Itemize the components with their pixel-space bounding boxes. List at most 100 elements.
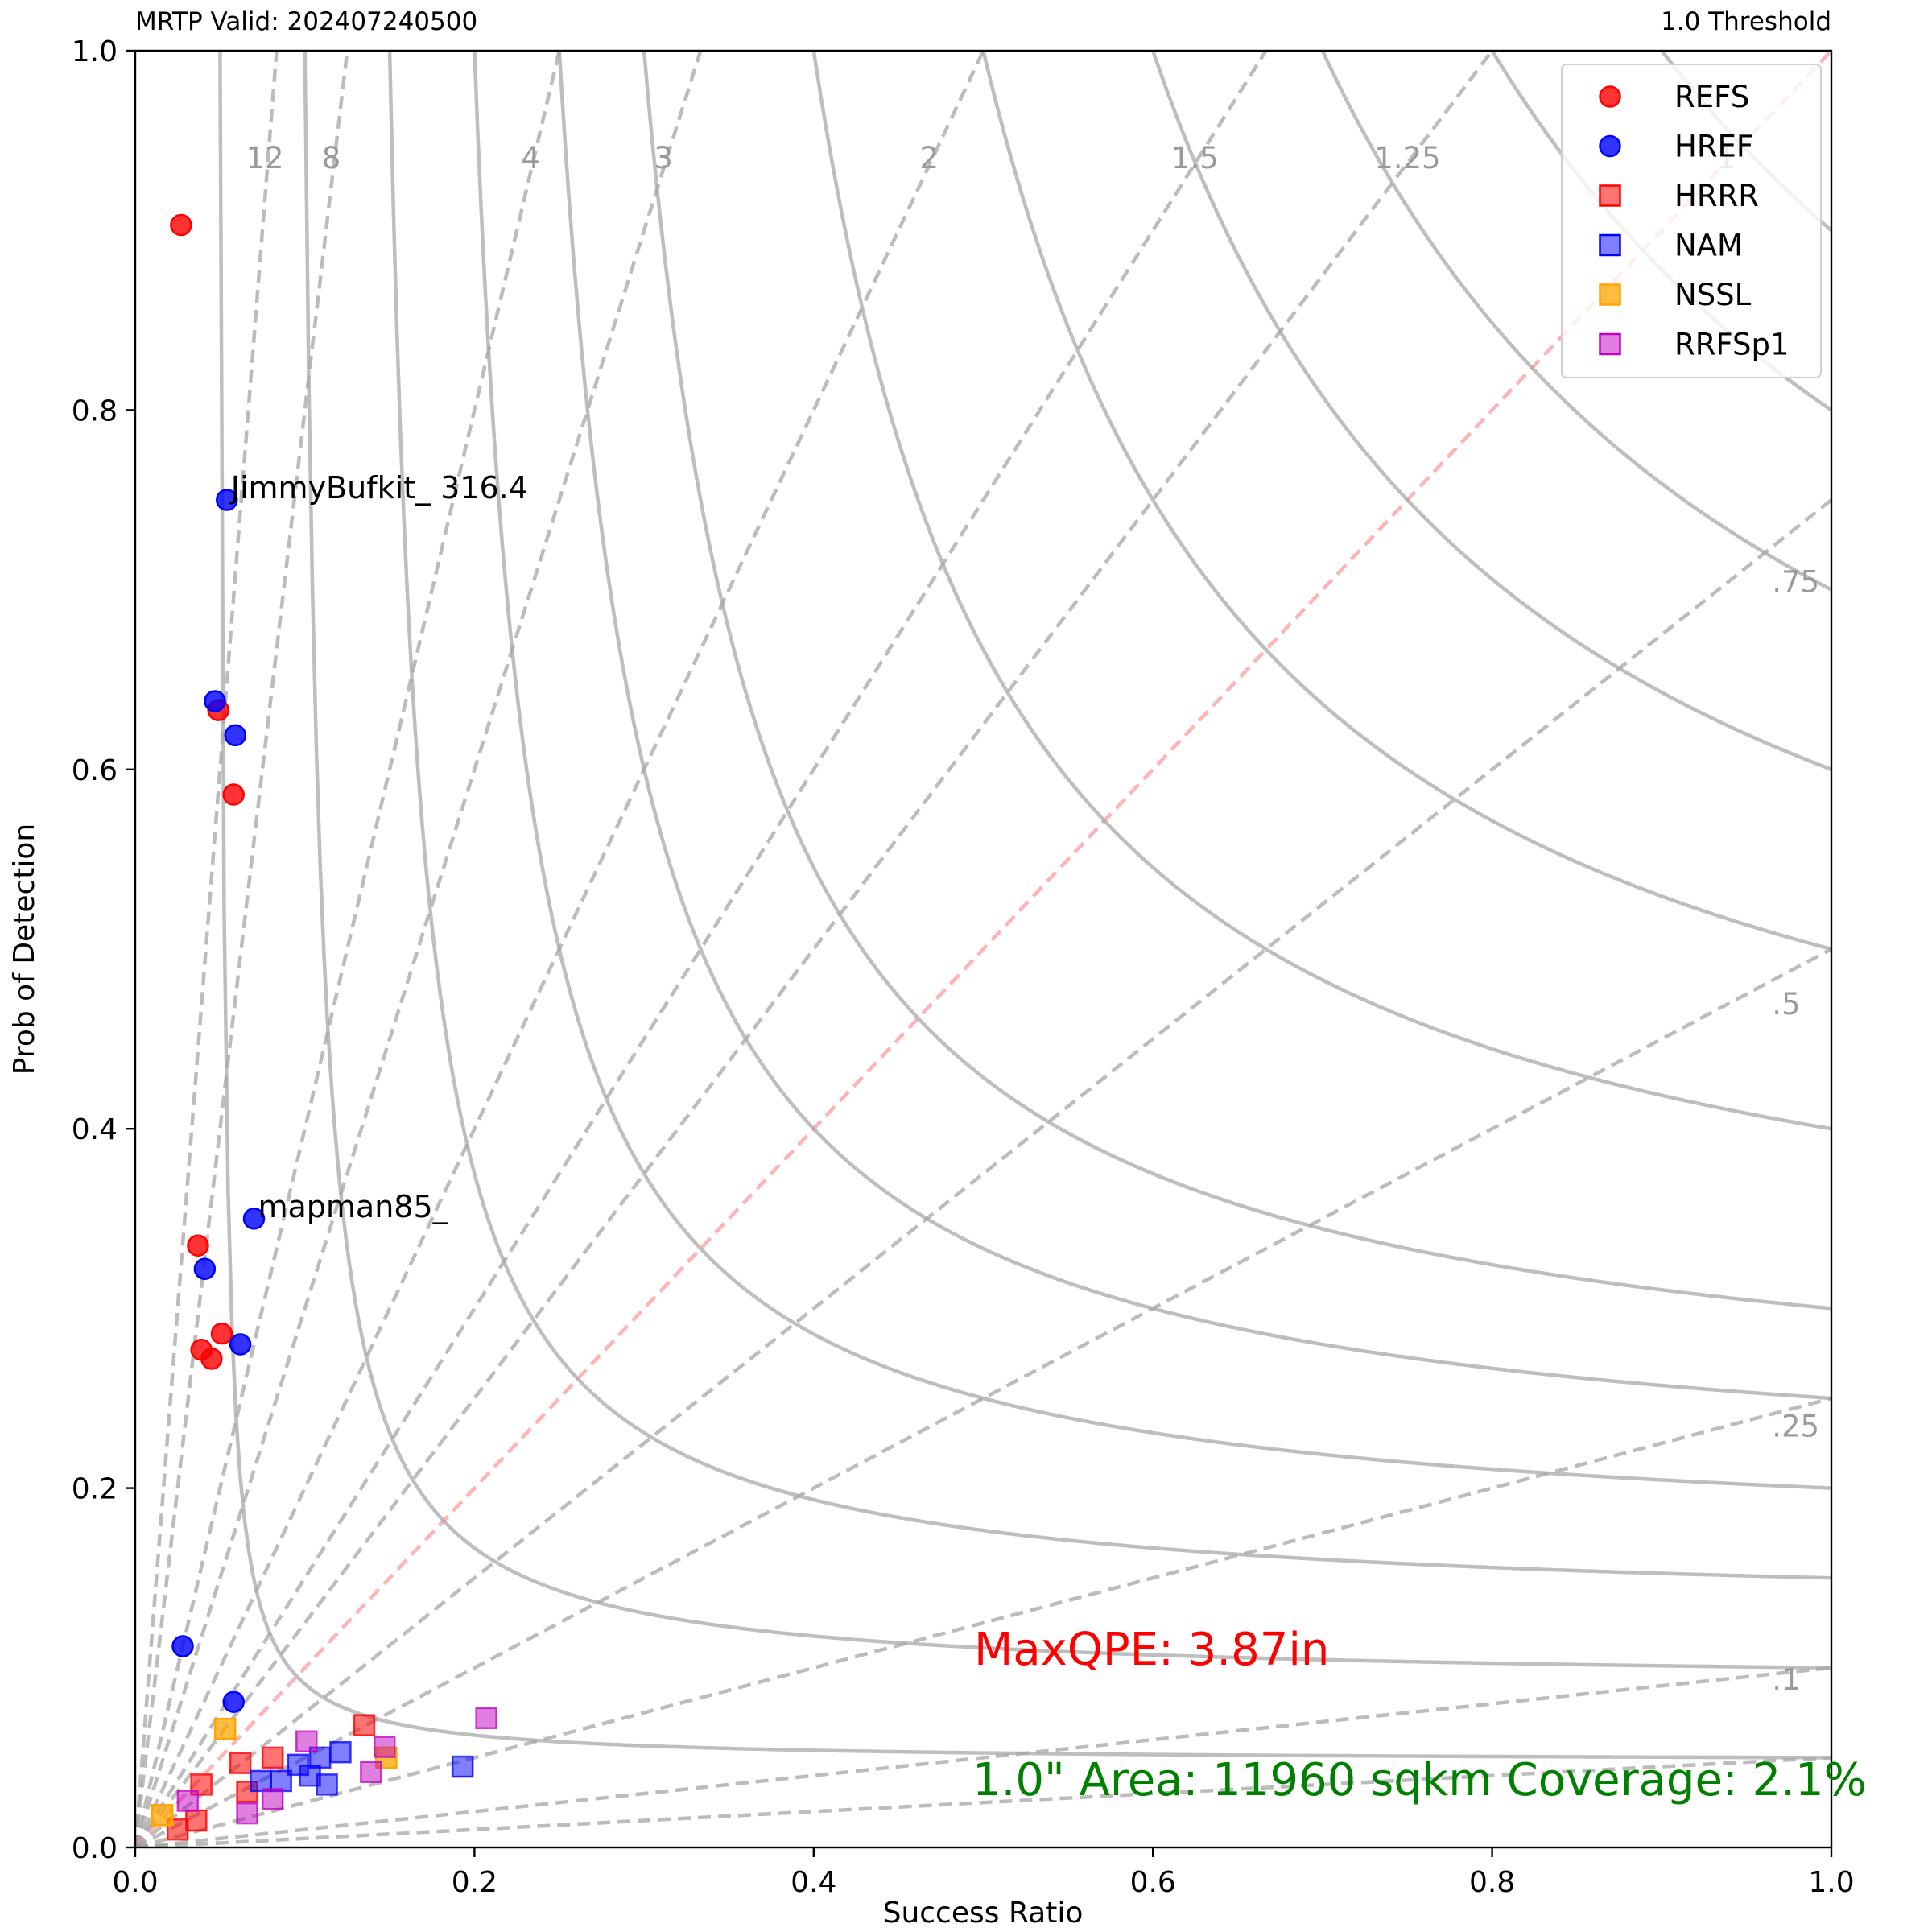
legend-label: HRRR: [1674, 179, 1759, 213]
x-tick-label: 0.0: [112, 1866, 158, 1899]
data-points: [151, 213, 497, 1841]
legend-label: HREF: [1674, 130, 1753, 164]
point-hrrr: [229, 1752, 252, 1774]
point-nam: [451, 1755, 474, 1778]
legend-marker: [1599, 184, 1621, 207]
bias-label: 12: [246, 141, 284, 175]
valid-time-label: MRTP Valid: 202407240500: [135, 7, 477, 36]
point-refs: [170, 213, 192, 237]
bias-label: .1: [1772, 1662, 1800, 1697]
y-axis-title: Prob of Detection: [8, 824, 41, 1075]
x-tick-label: 0.2: [452, 1866, 497, 1899]
csi-line: [811, 51, 1831, 1131]
point-refs: [187, 1234, 209, 1257]
bias-line: [135, 1396, 1831, 1847]
point-href: [216, 489, 238, 511]
bias-label: 2: [920, 141, 939, 175]
point-labels: JimmyBufkit_ 316.4 mapman85_: [229, 470, 528, 1224]
y-axis-ticks: 0.0 0.2 0.4 0.6 0.8 1.0: [72, 35, 135, 1865]
legend-marker: [1599, 332, 1621, 356]
point-rrfsp1: [360, 1761, 382, 1784]
point-refs: [210, 1322, 233, 1345]
x-tick-label: 0.6: [1130, 1866, 1176, 1899]
bias-line: [135, 51, 1268, 1847]
csi-line: [1151, 51, 1831, 771]
x-axis-ticks: 0.0 0.2 0.4 0.6 0.8 1.0: [112, 1847, 1855, 1899]
y-tick-label: 0.4: [72, 1113, 118, 1146]
plot-frame: [134, 49, 1833, 1849]
bias-label: 1.25: [1374, 141, 1440, 175]
y-tick-label: 0.8: [72, 394, 118, 427]
csi-line: [981, 51, 1831, 952]
bias-label: .5: [1772, 987, 1800, 1022]
bias-label: 8: [322, 141, 341, 175]
y-tick-label: 0.6: [72, 754, 118, 787]
legend-marker: [1599, 134, 1621, 158]
point-rrfsp1: [295, 1730, 318, 1753]
bias-line: [135, 1666, 1831, 1847]
point-refs: [200, 1348, 223, 1370]
point-label: JimmyBufkit_ 316.4: [229, 470, 528, 506]
bias-label: 1.5: [1171, 141, 1219, 175]
point-rrfsp1: [176, 1790, 200, 1812]
legend-marker: [1599, 85, 1621, 108]
bias-label: .25: [1772, 1409, 1819, 1443]
point-nam: [316, 1773, 338, 1796]
point-hrrr: [185, 1809, 208, 1832]
point-nam: [329, 1740, 352, 1764]
point-href: [242, 1208, 266, 1230]
csi-line: [1320, 51, 1831, 592]
legend-box: [1561, 64, 1822, 378]
csi-line: [557, 51, 1831, 1401]
point-hrrr: [261, 1746, 284, 1769]
point-href: [222, 1690, 245, 1713]
csi-line: [642, 51, 1831, 1311]
point-rrfsp1: [475, 1707, 497, 1730]
point-hrrr: [353, 1714, 376, 1736]
legend-label: RRFSp1: [1674, 328, 1790, 362]
legend-label: NAM: [1674, 229, 1743, 263]
legend-marker: [1599, 283, 1621, 306]
legend-marker: [1599, 233, 1621, 257]
legend: REFS HREF HRRR NAM NSSL RRFSp1: [1561, 64, 1822, 378]
point-href: [204, 690, 226, 712]
y-tick-label: 0.0: [72, 1832, 118, 1865]
bias-label: 3: [654, 141, 673, 175]
bias-line: [135, 51, 279, 1847]
bias-line: [135, 51, 1831, 1847]
bias-line: [135, 51, 703, 1847]
point-nam: [250, 1769, 272, 1793]
bias-line: [135, 51, 561, 1847]
y-tick-label: 1.0: [72, 35, 118, 68]
point-rrfsp1: [236, 1802, 258, 1825]
csi-line: [303, 51, 1831, 1670]
bias-label: .75: [1772, 564, 1819, 599]
csi-line: [473, 51, 1831, 1490]
point-rrfsp1: [373, 1736, 396, 1758]
point-href: [193, 1257, 217, 1281]
area-coverage-annotation: 1.0" Area: 11960 sqkm Coverage: 2.1%: [972, 1754, 1867, 1806]
point-nssl: [151, 1804, 174, 1827]
bias-line: [135, 1756, 1831, 1847]
plot-area: [135, 51, 1831, 1847]
bias-line: [135, 947, 1831, 1847]
x-tick-label: 0.8: [1469, 1866, 1515, 1899]
point-href: [171, 1635, 194, 1657]
legend-label: REFS: [1674, 80, 1749, 114]
point-nssl: [213, 1717, 237, 1740]
point-href: [224, 724, 247, 747]
bias-label: 4: [521, 141, 540, 175]
x-tick-label: 0.4: [791, 1866, 836, 1899]
legend-label: NSSL: [1674, 278, 1752, 312]
x-axis-title: Success Ratio: [883, 1897, 1084, 1930]
bias-line: [135, 51, 1494, 1847]
threshold-label: 1.0 Threshold: [1661, 7, 1831, 36]
point-href: [229, 1333, 252, 1356]
csi-line: [218, 51, 1831, 1760]
point-refs: [222, 783, 245, 806]
point-rrfsp1: [261, 1787, 284, 1810]
bias-line: [135, 51, 349, 1847]
point-label: mapman85_: [258, 1189, 448, 1224]
